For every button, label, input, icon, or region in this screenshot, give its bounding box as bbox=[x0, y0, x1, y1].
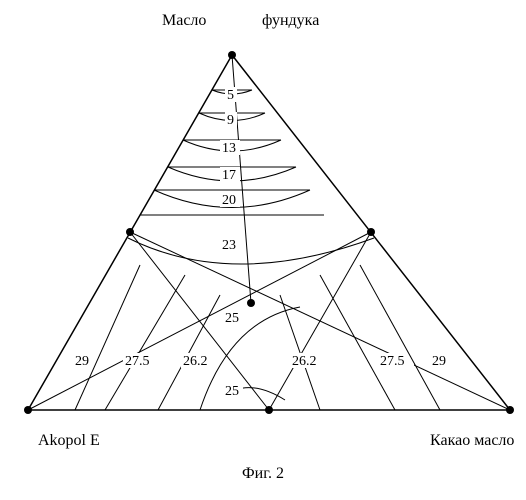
contour-label: 17 bbox=[222, 168, 236, 183]
right-vertex-label: Какао масло bbox=[430, 432, 514, 449]
contour-line bbox=[158, 295, 220, 410]
contour-line bbox=[360, 265, 440, 410]
contour-line bbox=[105, 275, 185, 410]
contour-label: 5 bbox=[227, 88, 234, 103]
contour-label: 25 bbox=[225, 384, 239, 399]
figure-caption: Фиг. 2 bbox=[242, 465, 284, 482]
vertex-marker bbox=[506, 406, 514, 414]
top-vertex-label-1: Масло bbox=[162, 12, 206, 29]
midpoint-marker bbox=[247, 299, 255, 307]
contour-label: 13 bbox=[222, 141, 236, 156]
top-vertex-label-2: фундука bbox=[262, 12, 319, 29]
left-vertex-label: Akopol E bbox=[38, 432, 100, 449]
contour-line bbox=[320, 275, 395, 410]
midpoint-marker bbox=[265, 406, 273, 414]
midpoint-marker bbox=[367, 228, 375, 236]
contour-line bbox=[75, 265, 140, 410]
midpoint-marker bbox=[126, 228, 134, 236]
contour-label: 9 bbox=[227, 113, 234, 128]
contour-label: 26.2 bbox=[292, 354, 317, 369]
contour-label: 29 bbox=[432, 354, 446, 369]
vertex-marker bbox=[24, 406, 32, 414]
contour-label: 26.2 bbox=[183, 354, 208, 369]
vertex-marker bbox=[228, 51, 236, 59]
contour-label: 29 bbox=[75, 354, 89, 369]
ternary-diagram: 5 9 13 17 20 23 25 26.2 26.2 27.5 27.5 29 29 25 Масло ф… bbox=[0, 0, 526, 500]
contour-label: 23 bbox=[222, 238, 236, 253]
contour-label: 27.5 bbox=[380, 354, 405, 369]
contour-label: 25 bbox=[225, 311, 239, 326]
contour-line bbox=[128, 238, 374, 264]
contour-label: 27.5 bbox=[125, 354, 150, 369]
contour-label: 20 bbox=[222, 193, 236, 208]
contour-line bbox=[280, 295, 320, 410]
